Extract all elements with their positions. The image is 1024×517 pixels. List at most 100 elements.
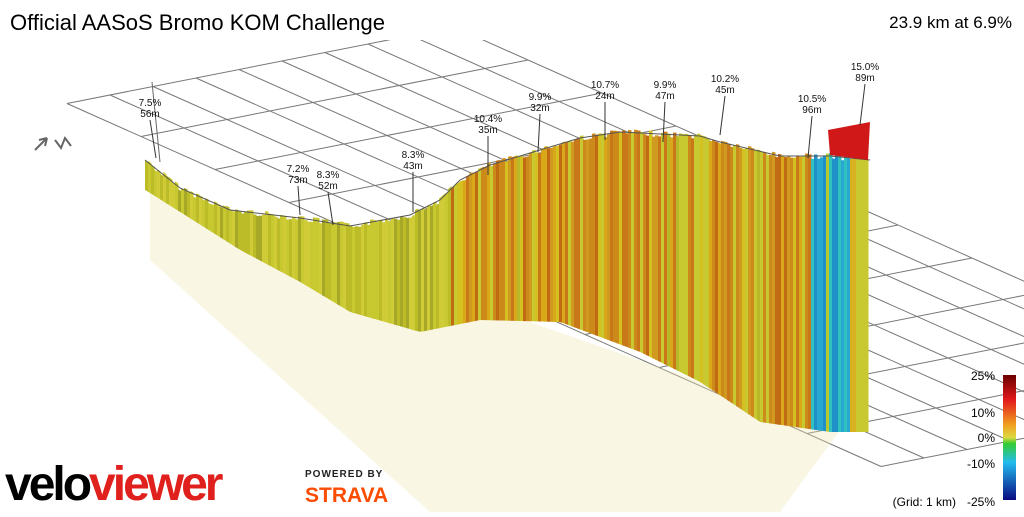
wall-strip [835, 153, 839, 432]
annotation-line [807, 115, 813, 159]
wall-strip [727, 143, 731, 403]
wall-strip [334, 222, 338, 305]
logo: veloviewer [5, 458, 223, 511]
wall-strip [547, 147, 551, 322]
wall-strip [475, 171, 479, 321]
wall-strip [751, 147, 755, 419]
wall-strip [490, 165, 494, 321]
wall-strip [457, 180, 461, 325]
wall-strip [577, 137, 581, 330]
wall-strip [448, 186, 452, 327]
wall-strip [778, 153, 782, 426]
wall-strip [385, 218, 389, 323]
wall-strip [289, 218, 293, 278]
wall-strip [478, 167, 482, 321]
wall-strip [187, 191, 191, 219]
wall-strip [280, 214, 284, 273]
wall-strip [241, 213, 245, 253]
wall-strip [571, 141, 575, 328]
wall-strip [796, 156, 800, 428]
wall-strip [373, 220, 377, 320]
annotation-line [859, 83, 866, 126]
wall-strip [322, 219, 326, 297]
annotation-grade: 7.5% [139, 98, 162, 109]
wall-strip [160, 173, 164, 202]
wall-strip [598, 133, 602, 338]
wall-strip [541, 147, 545, 322]
wall-strip [688, 135, 692, 378]
wall-strip [631, 132, 635, 350]
wall-strip [667, 133, 671, 367]
wall-strip [319, 223, 323, 296]
grid-note: (Grid: 1 km) [893, 495, 956, 509]
annotation-length: 24m [595, 91, 614, 102]
wall-strip [805, 153, 809, 429]
wall-strip [172, 181, 176, 209]
wall-strip [514, 155, 518, 321]
annotation-length: 89m [855, 73, 874, 84]
wall-strip [271, 214, 275, 269]
wall-strip [565, 142, 569, 325]
wall-strip [151, 164, 155, 196]
wall-strip [298, 216, 302, 283]
wall-strip [799, 156, 803, 428]
annotation-length: 47m [655, 91, 674, 102]
wall-strip [766, 154, 770, 424]
wall-strip [148, 160, 152, 194]
wall-strip [745, 147, 749, 415]
wall-top [144, 131, 871, 227]
wall-strip [856, 157, 860, 433]
wall-strip [382, 222, 386, 322]
wall-strip [604, 136, 608, 340]
wall-strip [649, 130, 653, 358]
wall-strip [145, 160, 149, 192]
wall-strip [232, 211, 236, 247]
wall-strip [487, 162, 491, 321]
wall-strip [340, 221, 344, 308]
wall-strip [307, 221, 311, 288]
wall-strip [517, 155, 521, 321]
wall-strip [283, 215, 287, 275]
wall-strip [175, 181, 179, 211]
wall-strip [484, 166, 488, 321]
wall-strip [628, 129, 632, 349]
wall-strip [406, 217, 410, 329]
wall-strip [724, 141, 728, 400]
annotation-line [537, 113, 541, 153]
wall-strip [685, 133, 689, 376]
wall-strip [595, 134, 599, 337]
wall-strip [682, 134, 686, 375]
wall-strip [178, 189, 182, 213]
wall-strip [205, 198, 209, 230]
wall-strip [817, 158, 821, 431]
annotation-length: 32m [530, 103, 549, 114]
annotation-length: 96m [802, 105, 821, 116]
wall-strip [781, 155, 785, 426]
wall-strip [328, 222, 332, 301]
legend-label: 0% [978, 431, 996, 445]
wall-strip [739, 147, 743, 410]
wall-strip [637, 130, 641, 352]
wall-strip [436, 203, 440, 329]
wall-strip [397, 219, 401, 327]
wall-strip [583, 139, 587, 332]
wall-strip [331, 222, 335, 303]
legend-label: -25% [967, 495, 995, 509]
north-arrow [34, 135, 72, 151]
wall-strip [550, 147, 554, 322]
wall-strip [430, 204, 434, 330]
annotation-grade: 7.2% [287, 164, 310, 175]
wall-strip [850, 158, 854, 432]
wall-strip [661, 132, 665, 364]
powered-by: POWERED BY [305, 469, 383, 480]
wall-strip [574, 139, 578, 329]
grid-line [66, 40, 391, 104]
wall-strip [262, 214, 266, 264]
wall-strip [553, 145, 557, 322]
wall-strip [229, 209, 233, 245]
wall-strip [466, 174, 470, 323]
wall-strip [859, 158, 863, 432]
wall-strip [802, 155, 806, 429]
wall-strip [718, 142, 722, 396]
wall-strip [742, 148, 746, 412]
